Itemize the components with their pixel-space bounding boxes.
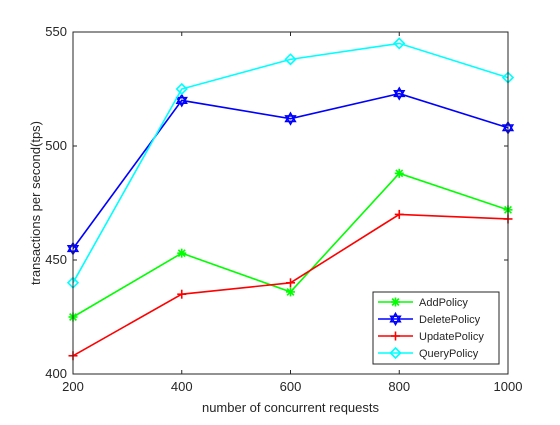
legend-item-updatepolicy: UpdatePolicy [378, 331, 484, 343]
legend-marker [391, 297, 400, 307]
series-line-deletepolicy [72, 92, 509, 250]
data-point-querypolicy [284, 53, 297, 66]
series-layer [66, 37, 515, 361]
data-point-deletepolicy [284, 111, 297, 126]
y-tick-label: 500 [45, 138, 67, 153]
legend: AddPolicy DeletePolicy UpdatePolicy QueryPo… [372, 291, 500, 365]
legend-label: QueryPolicy [419, 348, 479, 360]
data-point-updatepolicy [177, 289, 187, 299]
legend-item-querypolicy: QueryPolicy [378, 346, 479, 360]
data-point-querypolicy [393, 37, 406, 50]
x-tick-label: 400 [171, 379, 193, 394]
data-point-querypolicy [175, 82, 188, 96]
y-tick-label: 400 [45, 366, 67, 381]
legend-label: UpdatePolicy [419, 331, 484, 343]
data-point-updatepolicy [394, 209, 404, 219]
y-tick-label: 550 [45, 24, 67, 39]
legend-label: AddPolicy [419, 297, 468, 309]
data-point-updatepolicy [286, 278, 295, 288]
x-tick-label: 600 [280, 379, 302, 394]
data-point-deletepolicy [393, 86, 406, 101]
data-point-addpolicy [177, 248, 187, 258]
legend-label: DeletePolicy [419, 314, 481, 326]
x-tick-label: 800 [388, 379, 410, 394]
data-point-addpolicy [394, 168, 404, 178]
legend-item-addpolicy: AddPolicy [378, 297, 468, 309]
x-axis-title: number of concurrent requests [202, 400, 380, 415]
legend-marker [391, 331, 400, 341]
y-axis-title: transactions per second(tps) [28, 121, 43, 285]
x-tick-label: 1000 [494, 379, 523, 394]
legend-marker [389, 311, 402, 327]
data-point-deletepolicy [175, 93, 188, 108]
y-tick-label: 450 [45, 252, 67, 267]
series-line-querypolicy [72, 42, 509, 284]
data-point-addpolicy [286, 287, 295, 297]
legend-item-deletepolicy: DeletePolicy [378, 311, 481, 327]
x-tick-label: 200 [62, 379, 84, 394]
legend-marker [389, 346, 402, 360]
